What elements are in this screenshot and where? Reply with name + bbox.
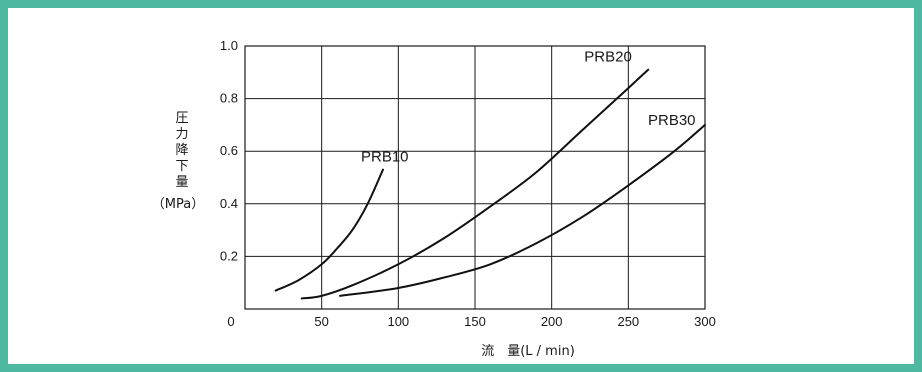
- y-tick-0.4: 0.4: [220, 196, 238, 211]
- curve-prb20: [300, 68, 650, 300]
- curve-prb30: [339, 123, 706, 297]
- series-label-prb30: PRB30: [648, 112, 696, 129]
- x-tick-100: 100: [387, 314, 409, 329]
- y-axis-label-char-3: 降: [175, 143, 188, 158]
- y-tick-0.2: 0.2: [220, 248, 238, 263]
- y-tick-1.0: 1.0: [220, 38, 238, 53]
- y-axis-label-char-4: 下: [175, 159, 188, 174]
- x-axis-label: 流 量(L / min): [481, 344, 575, 359]
- y-tick-labels: 0.2 0.4 0.6 0.8 1.0: [220, 38, 238, 263]
- x-tick-50: 50: [314, 314, 328, 329]
- y-tick-0.8: 0.8: [220, 91, 238, 106]
- axis-frame: [244, 45, 706, 310]
- plot-border: [244, 45, 706, 310]
- series-curves: [274, 68, 706, 300]
- y-axis-unit: （MPa）: [152, 197, 204, 212]
- x-tick-0: 0: [227, 314, 234, 329]
- y-axis-label-char-1: 圧: [175, 111, 188, 126]
- x-tick-150: 150: [464, 314, 486, 329]
- series-label-prb20: PRB20: [584, 49, 632, 66]
- curve-prb10: [274, 168, 384, 292]
- x-tick-labels: 0 50 100 150 200 250 300: [227, 314, 715, 329]
- series-label-prb10: PRB10: [361, 149, 409, 166]
- y-axis-label-char-5: 量: [175, 175, 188, 190]
- x-tick-250: 250: [617, 314, 639, 329]
- x-tick-200: 200: [541, 314, 563, 329]
- y-tick-0.6: 0.6: [220, 143, 238, 158]
- y-axis-label-char-2: 力: [175, 127, 188, 142]
- y-axis-label: 圧 力 降 下 量 （MPa）: [152, 111, 204, 212]
- series-labels: PRB10 PRB20 PRB30: [361, 49, 696, 166]
- x-tick-300: 300: [694, 314, 716, 329]
